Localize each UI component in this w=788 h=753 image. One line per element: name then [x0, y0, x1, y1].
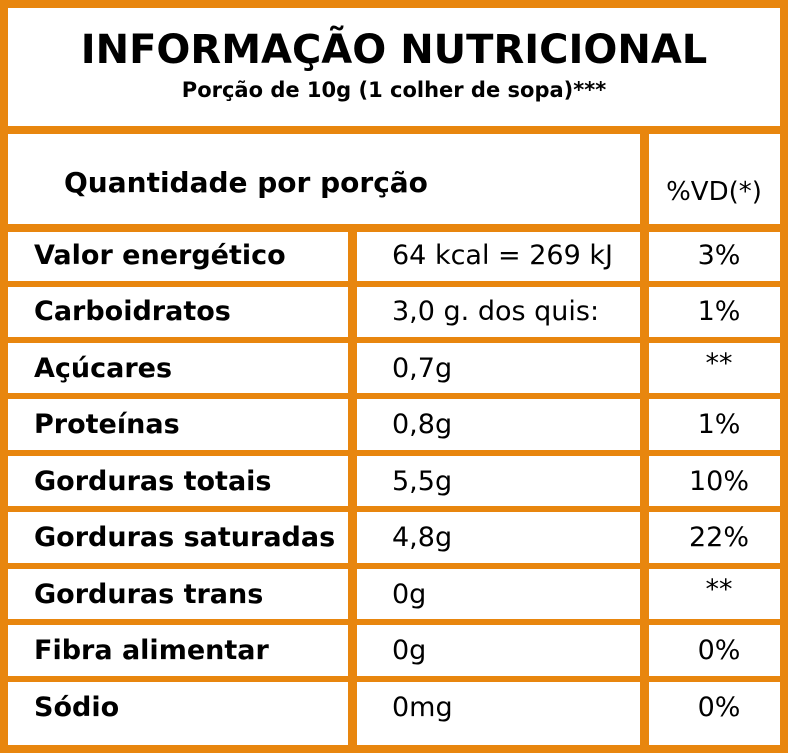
- nutrient-amount: 0mg: [392, 692, 453, 723]
- nutrient-amount: 64 kcal = 269 kJ: [392, 240, 613, 271]
- row-separator: [0, 450, 788, 456]
- nutrient-name: Gorduras saturadas: [34, 522, 336, 553]
- nutrient-daily-value: 0%: [697, 635, 741, 666]
- nutrient-name: Fibra alimentar: [34, 635, 269, 666]
- frame-bottom-border: [0, 745, 788, 753]
- nutrient-amount: 4,8g: [392, 522, 453, 553]
- row-separator: [0, 676, 788, 682]
- nutrient-name: Gorduras totais: [34, 466, 272, 497]
- header-separator: [0, 126, 788, 134]
- nutrient-daily-value: 22%: [688, 522, 749, 553]
- nutrient-name: Proteínas: [34, 409, 180, 440]
- nutrient-daily-value: **: [705, 348, 733, 379]
- quantity-per-serving-header: Quantidade por porção: [64, 166, 428, 199]
- daily-value-header: %VD(*): [666, 177, 762, 207]
- row-separator: [0, 337, 788, 343]
- nutrient-daily-value: 1%: [697, 296, 741, 327]
- nutrient-name: Gorduras trans: [34, 579, 264, 610]
- nutrient-amount: 3,0 g. dos quis:: [392, 296, 600, 327]
- nutrient-amount: 5,5g: [392, 466, 453, 497]
- frame-top-border: [0, 0, 788, 8]
- nutrient-daily-value: **: [705, 574, 733, 605]
- nutrient-amount: 0,7g: [392, 353, 453, 384]
- nutrient-amount: 0g: [392, 635, 427, 666]
- vd-column-divider: [640, 130, 649, 749]
- nutrient-name: Carboidratos: [34, 296, 231, 327]
- nutrient-name: Açúcares: [34, 353, 173, 384]
- row-separator: [0, 393, 788, 399]
- row-separator: [0, 506, 788, 512]
- row-separator: [0, 563, 788, 569]
- serving-size: Porção de 10g (1 colher de sopa)***: [181, 78, 607, 102]
- nutrient-daily-value: 3%: [697, 240, 741, 271]
- label-title: INFORMAÇÃO NUTRICIONAL: [80, 27, 708, 73]
- nutrient-daily-value: 1%: [697, 409, 741, 440]
- nutrient-daily-value: 0%: [697, 692, 741, 723]
- nutrient-amount: 0,8g: [392, 409, 453, 440]
- frame-left-border: [0, 0, 8, 753]
- row-separator: [0, 619, 788, 625]
- quantity-header-separator: [0, 224, 788, 232]
- nutrient-name: Valor energético: [34, 240, 286, 271]
- nutrient-amount: 0g: [392, 579, 427, 610]
- frame-right-border: [780, 0, 788, 753]
- amount-column-divider: [348, 228, 357, 749]
- nutrient-daily-value: 10%: [688, 466, 749, 497]
- nutrient-name: Sódio: [34, 692, 120, 723]
- row-separator: [0, 281, 788, 287]
